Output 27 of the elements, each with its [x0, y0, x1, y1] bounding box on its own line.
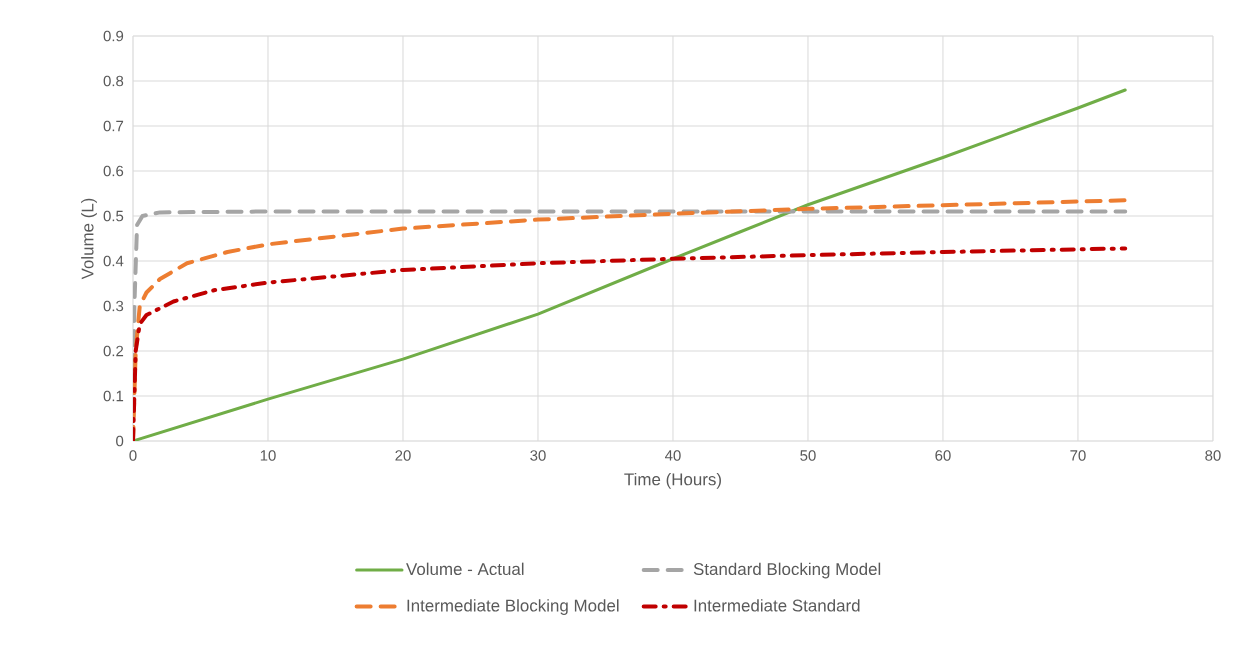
x-tick-label: 10	[260, 450, 276, 461]
x-tick-label: 50	[800, 450, 816, 461]
legend-label: Volume - Actual	[406, 562, 524, 576]
x-tick-label: 0	[129, 450, 137, 461]
y-tick-label: 0.5	[103, 210, 124, 222]
legend-label: Intermediate Blocking Model	[407, 599, 619, 615]
y-tick-label: 0.8	[103, 75, 124, 87]
y-tick-label: 0.3	[103, 300, 124, 312]
line-series	[133, 246, 1128, 441]
x-tick-label: 70	[1070, 450, 1086, 461]
y-axis-title: Volume (L)	[81, 198, 97, 280]
y-tick-label: 0.9	[103, 30, 124, 42]
y-tick-label: 0.6	[103, 165, 124, 177]
y-tick-label: 0	[116, 435, 124, 447]
y-tick-label: 0.7	[103, 120, 124, 132]
y-tick-label: 0.4	[103, 255, 124, 267]
x-tick-label: 20	[395, 450, 411, 461]
y-tick-label: 0.1	[103, 390, 124, 402]
line-series	[133, 88, 1127, 441]
y-tick-label: 0.2	[103, 345, 124, 357]
legend-label: Standard Blocking Model	[693, 562, 881, 579]
x-axis-title: Time (Hours)	[624, 472, 721, 489]
x-tick-label: 80	[1205, 450, 1221, 461]
legend-label: Intermediate Standard	[694, 599, 860, 612]
x-tick-label: 40	[665, 450, 681, 461]
x-tick-label: 60	[935, 450, 951, 461]
x-tick-label: 30	[530, 450, 546, 461]
